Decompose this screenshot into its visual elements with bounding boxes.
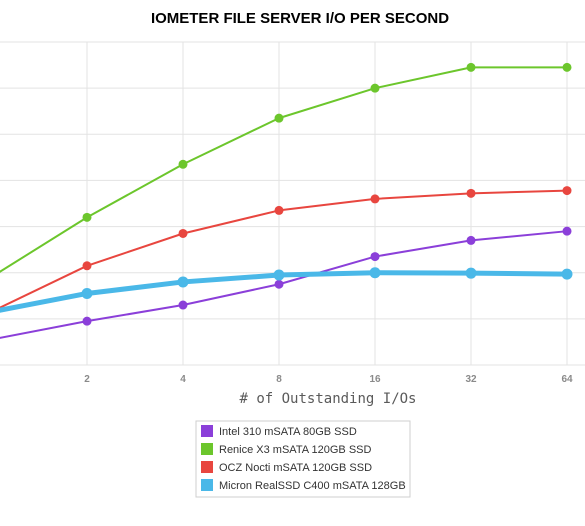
data-point — [370, 194, 380, 204]
data-point — [562, 62, 572, 72]
series-group — [0, 62, 572, 273]
chart-title: IOMETER FILE SERVER I/O PER SECOND — [151, 10, 449, 27]
legend-box — [195, 420, 411, 498]
legend-label: Micron RealSSD C400 mSATA 128GB — [219, 480, 406, 492]
data-point — [82, 261, 92, 271]
series-line — [0, 66, 568, 273]
data-point — [561, 268, 573, 280]
legend-swatch — [201, 443, 213, 455]
x-tick-label: 16 — [369, 374, 381, 385]
x-tick-label: 64 — [561, 374, 573, 385]
series-layer — [0, 62, 573, 339]
legend: Intel 310 mSATA 80GB SSD Renice X3 mSATA … — [195, 420, 411, 498]
series-group — [0, 226, 572, 339]
data-point — [178, 228, 188, 238]
data-point — [370, 252, 380, 262]
data-point — [369, 267, 381, 279]
legend-label: OCZ Nocti mSATA 120GB SSD — [219, 462, 372, 474]
data-point — [562, 186, 572, 196]
data-point — [465, 267, 477, 279]
data-point — [370, 83, 380, 93]
legend-label: Intel 310 mSATA 80GB SSD — [219, 426, 357, 438]
data-point — [562, 226, 572, 236]
data-point — [81, 287, 93, 299]
series-group — [0, 267, 573, 313]
x-axis-ticks: 2 4 8 16 32 64 — [84, 374, 573, 385]
legend-swatch — [201, 425, 213, 437]
data-point — [273, 269, 285, 281]
legend-swatch — [201, 461, 213, 473]
x-tick-label: 32 — [465, 374, 477, 385]
data-point — [274, 279, 284, 289]
grid-lines — [0, 41, 585, 366]
x-axis-label: # of Outstanding I/Os — [239, 391, 416, 407]
data-point — [274, 113, 284, 123]
legend-swatch — [201, 479, 213, 491]
data-point — [466, 188, 476, 198]
x-tick-label: 2 — [84, 374, 90, 385]
data-point — [466, 235, 476, 245]
data-point — [178, 300, 188, 310]
x-tick-label: 4 — [180, 374, 186, 385]
series-group — [0, 186, 572, 309]
data-point — [82, 212, 92, 222]
x-tick-label: 8 — [276, 374, 282, 385]
data-point — [178, 159, 188, 169]
data-point — [466, 62, 476, 72]
data-point — [274, 205, 284, 215]
data-point — [82, 316, 92, 326]
data-point — [177, 276, 189, 288]
legend-label: Renice X3 mSATA 120GB SSD — [219, 444, 371, 456]
